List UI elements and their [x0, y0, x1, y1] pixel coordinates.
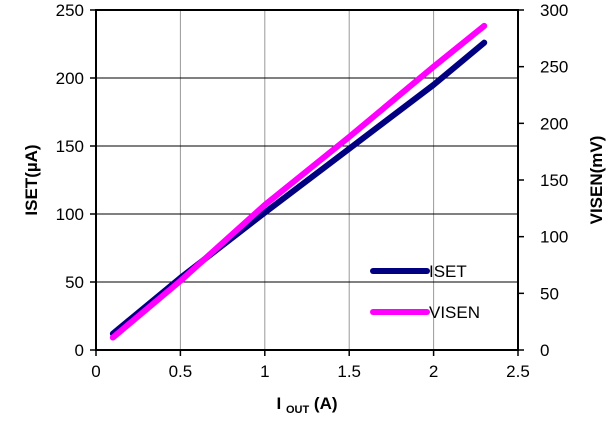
- y-left-tick-label: 150: [56, 137, 84, 156]
- axis-ticks: [90, 9, 524, 356]
- x-tick-label: 0.5: [169, 362, 193, 381]
- x-tick-label: 1.5: [337, 362, 361, 381]
- y-right-tick-label: 100: [540, 228, 568, 247]
- y-left-tick-label: 0: [75, 341, 84, 360]
- y-right-tick-label: 50: [540, 284, 559, 303]
- y-right-tick-label: 200: [540, 114, 568, 133]
- x-tick-label: 2.5: [506, 362, 530, 381]
- y-right-tick-label: 300: [540, 1, 568, 20]
- series-line-visen: [109, 22, 488, 341]
- x-tick-label: 0: [91, 362, 100, 381]
- y-left-tick-label: 100: [56, 205, 84, 224]
- y-right-tick-label: 150: [540, 171, 568, 190]
- y-left-tick-label: 50: [65, 273, 84, 292]
- legend-label-iset: ISET: [429, 262, 467, 281]
- x-axis-title-subscript: OUT: [286, 404, 310, 416]
- x-tick-label: 2: [429, 362, 438, 381]
- y-axis-right-title: VISEN(mV): [587, 136, 606, 225]
- x-axis-title-main: I: [276, 394, 281, 413]
- series-lines: [109, 22, 488, 341]
- y-left-tick-label: 250: [56, 1, 84, 20]
- y-axis-left-title: ISET(µA): [22, 144, 41, 215]
- x-tick-label: 1: [260, 362, 269, 381]
- y-right-tick-label: 0: [540, 341, 549, 360]
- x-axis-title-suffix: (A): [314, 394, 338, 413]
- legend-label-visen: VISEN: [429, 303, 480, 322]
- legend: ISET VISEN: [370, 262, 480, 322]
- y-left-tick-label: 200: [56, 69, 84, 88]
- x-axis-title: I OUT (A): [276, 394, 337, 417]
- y-right-tick-label: 250: [540, 58, 568, 77]
- tick-labels: 0 0.5 1 1.5 2 2.5 0 50 100 150 200 250 0 50 100 150 200 2…: [56, 1, 569, 381]
